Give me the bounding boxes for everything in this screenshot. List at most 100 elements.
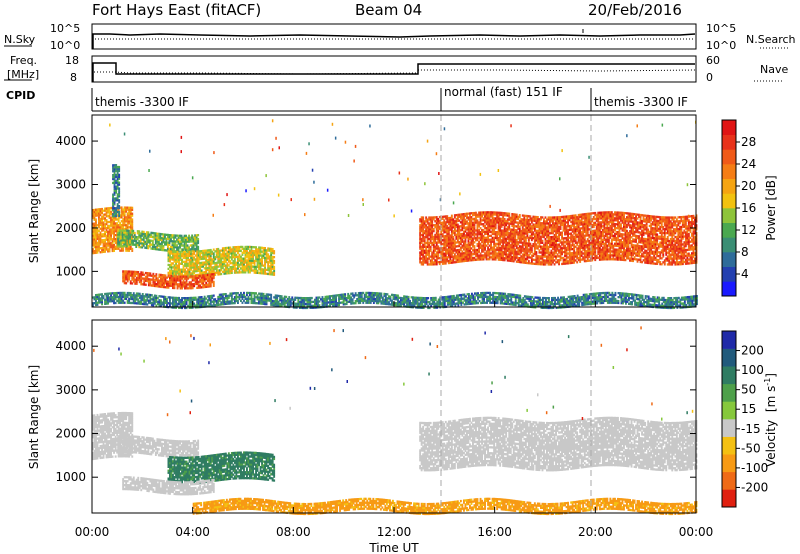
echo-cell (95, 210, 97, 213)
echo-cell (217, 249, 220, 253)
echo-cell (205, 269, 208, 272)
echo-cell (99, 210, 102, 213)
echo-cell (153, 247, 156, 251)
echo-cell (95, 232, 97, 235)
echo-cell (258, 267, 260, 271)
echo-cell (129, 212, 132, 215)
echo-cell (205, 271, 208, 274)
echo-cell (193, 250, 196, 253)
echo-cell (156, 246, 159, 249)
echo-cell (218, 259, 221, 262)
echo-cell (238, 259, 241, 262)
echo-cell (98, 249, 100, 252)
echo-cell (119, 224, 122, 227)
echo-cell (111, 224, 114, 227)
echo-cell (167, 254, 170, 257)
echo-cell (93, 236, 96, 239)
echo-cell (99, 231, 102, 234)
echo-cell (110, 246, 112, 249)
echo-cell (237, 263, 239, 266)
echo-cell (120, 226, 123, 229)
echo-cell (122, 280, 125, 283)
echo-cell (205, 251, 208, 254)
echo-cell (206, 268, 209, 272)
echo-cell (180, 248, 183, 251)
echo-cell (243, 251, 245, 254)
echo-cell (193, 270, 196, 273)
echo-cell (128, 210, 131, 213)
echo-cell (92, 240, 94, 243)
echo-cell (226, 266, 229, 269)
cpid-segment-1: themis -3300 IF (95, 95, 189, 109)
echo-cell (156, 248, 159, 251)
echo-cell (192, 236, 195, 239)
echo-cell (202, 255, 205, 258)
echo-cell (112, 199, 114, 202)
echo-cell (249, 271, 251, 274)
echo-cell (170, 240, 172, 243)
echo-cell (199, 261, 202, 265)
echo-cell (102, 225, 105, 228)
echo-cell (150, 231, 153, 234)
echo-cell (232, 252, 235, 255)
echo-cell (105, 236, 108, 239)
echo-cell (92, 211, 94, 214)
echo-cell (208, 270, 211, 273)
echo-cell (214, 273, 217, 276)
echo-cell (99, 223, 102, 226)
echo-cell (268, 257, 271, 260)
echo-cell (130, 243, 133, 246)
echo-cell (155, 275, 158, 278)
echo-cell (176, 264, 179, 267)
echo-cell (129, 222, 132, 225)
echo-cell (618, 231, 621, 234)
echo-cell (108, 236, 111, 239)
echo-cell (113, 232, 115, 235)
echo-cell (176, 234, 178, 237)
echo-cell (92, 250, 94, 253)
echo-cell (150, 233, 153, 236)
echo-cell (101, 229, 103, 232)
echo-cell (262, 246, 265, 250)
echo-cell (115, 191, 118, 194)
echo-cell (108, 238, 111, 241)
echo-cell (93, 244, 96, 247)
echo-cell (116, 208, 119, 211)
echo-cell (175, 264, 177, 267)
echo-cell (574, 237, 577, 241)
echo-cell (271, 271, 274, 274)
echo-cell (256, 269, 259, 272)
echo-cell (125, 224, 128, 227)
echo-cell (190, 250, 193, 254)
echo-cell (128, 212, 131, 215)
echo-cell (116, 199, 119, 202)
echo-cell (120, 220, 123, 223)
echo-cell (524, 240, 527, 243)
echo-cell (156, 236, 159, 239)
echo-cell (114, 228, 117, 231)
echo-cell (95, 224, 97, 227)
echo-cell (232, 267, 235, 270)
echo-cell (265, 253, 268, 256)
echo-cell (188, 234, 190, 237)
echo-cell (583, 236, 586, 239)
echo-cell (108, 248, 111, 251)
echo-cell (258, 252, 260, 255)
echo-cell (138, 242, 141, 245)
echo-cell (92, 248, 94, 251)
echo-cell (96, 237, 99, 241)
echo-cell (102, 250, 105, 253)
echo-cell (107, 211, 109, 214)
echo-cell (259, 266, 262, 269)
echo-cell (205, 255, 208, 258)
echo-cell (246, 255, 248, 258)
echo-cell (153, 238, 156, 241)
echo-cell (529, 215, 532, 218)
echo-cell (110, 212, 112, 216)
echo-cell (194, 258, 197, 261)
echo-cell (117, 237, 120, 240)
echo-cell (123, 224, 126, 227)
echo-cell (209, 250, 212, 254)
echo-cell (118, 195, 121, 198)
echo-cell (240, 249, 242, 252)
